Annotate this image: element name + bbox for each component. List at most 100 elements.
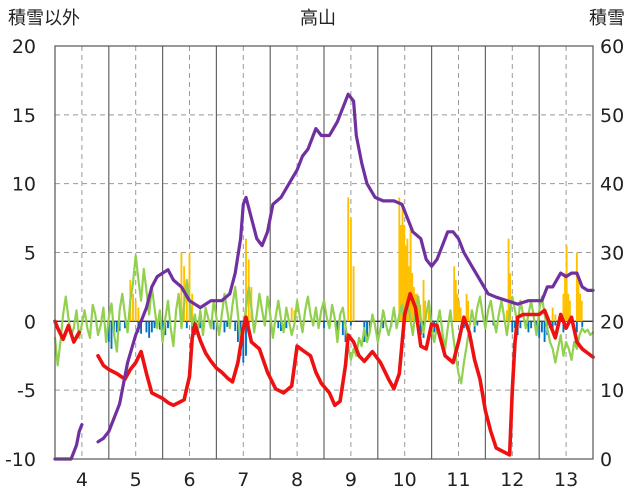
negative-bar	[527, 321, 530, 333]
negative-bar	[167, 321, 169, 329]
precip-bar	[567, 293, 570, 322]
precip-bar	[453, 266, 456, 322]
negative-bar	[107, 321, 110, 342]
right-tick-label: 10	[600, 380, 624, 402]
left-tick-label: 5	[24, 243, 36, 265]
precip-bar	[424, 300, 427, 322]
right-tick-label: 30	[600, 243, 624, 265]
negative-bar	[236, 321, 239, 342]
left-axis-label: 積雪以外	[8, 8, 80, 29]
left-tick-label: 20	[12, 36, 36, 58]
precip-bar	[188, 252, 191, 322]
precip-bar	[347, 197, 350, 322]
negative-bar	[382, 321, 385, 329]
negative-bar	[150, 321, 153, 333]
negative-bar	[476, 321, 479, 326]
negative-bar	[519, 321, 522, 329]
negative-bar	[530, 321, 533, 329]
precip-bar	[352, 266, 355, 322]
negative-bar	[543, 321, 546, 342]
line-layer	[53, 92, 595, 461]
precip-bar	[454, 280, 457, 322]
left-tick-label: -10	[5, 449, 36, 471]
precip-bar	[459, 307, 462, 322]
precip-bar	[551, 307, 554, 322]
precip-bar	[577, 280, 580, 322]
negative-bar	[212, 321, 215, 330]
precip-bar	[137, 307, 140, 322]
negative-bar	[419, 321, 422, 336]
precip-bar	[404, 245, 407, 322]
precip-bar	[580, 300, 583, 322]
negative-bar	[153, 321, 156, 329]
negative-bar	[285, 321, 288, 329]
precip-bar	[505, 310, 508, 322]
right-tick-label: 0	[600, 449, 612, 471]
negative-bar	[349, 321, 352, 326]
negative-bar	[123, 321, 126, 329]
negative-bar	[234, 321, 237, 331]
negative-bar	[336, 321, 339, 333]
plot-frame	[54, 45, 594, 460]
negative-bar	[161, 321, 164, 333]
precip-bar	[349, 218, 352, 322]
left-tick-label: 0	[24, 311, 36, 333]
negative-bar	[433, 321, 436, 333]
precip-bar	[568, 300, 571, 322]
negative-bar	[158, 321, 161, 330]
precip-bar	[134, 300, 137, 322]
precip-bar	[465, 293, 468, 322]
frame-layer	[54, 45, 594, 460]
negative-bar	[581, 321, 584, 327]
precip-bar	[554, 314, 557, 322]
negative-bar	[341, 321, 344, 336]
precip-bar	[417, 300, 420, 322]
right-tick-label: 50	[600, 105, 624, 127]
x-tick-label: 7	[237, 469, 249, 491]
negative-bar	[575, 321, 578, 333]
negative-bar	[115, 321, 118, 333]
negative-bar	[540, 321, 543, 333]
right-tick-label: 20	[600, 311, 624, 333]
negative-bar	[223, 321, 226, 333]
precip-bar	[507, 238, 510, 322]
precip-bar	[456, 293, 459, 322]
right-tick-label: 40	[600, 174, 624, 196]
tick-layer: -10 -5 0 5 10 15 20 0 10 20 30 40 50 60 4 5 6 7 8 9 10 11 12 13	[5, 36, 624, 491]
x-tick-label: 12	[500, 469, 524, 491]
negative-bar	[242, 321, 245, 363]
precip-bar	[422, 280, 425, 322]
x-tick-label: 10	[393, 469, 417, 491]
x-tick-label: 9	[345, 469, 357, 491]
negative-bar	[562, 321, 565, 333]
negative-bar	[514, 321, 516, 329]
negative-bar	[140, 321, 143, 334]
negative-bar	[280, 321, 282, 331]
precip-bar	[562, 293, 565, 322]
left-tick-label: 15	[12, 105, 36, 127]
negative-bar	[538, 321, 541, 338]
precip-bar	[401, 204, 404, 322]
precip-bar	[458, 300, 460, 322]
precip-bar	[406, 238, 409, 322]
precip-bar	[398, 197, 401, 322]
negative-bar	[191, 321, 194, 333]
negative-bar	[473, 321, 476, 333]
negative-bar	[110, 321, 113, 349]
precip-bar	[191, 293, 194, 322]
x-tick-label: 5	[130, 469, 142, 491]
precip-bar	[185, 280, 188, 322]
x-tick-label: 11	[446, 469, 470, 491]
precip-bar	[132, 293, 134, 322]
temperature-line	[96, 292, 595, 457]
chart-title: 高山	[300, 8, 336, 29]
negative-bar	[535, 321, 538, 329]
x-tick-label: 13	[554, 469, 578, 491]
right-axis-label: 積雪	[589, 8, 625, 29]
left-tick-label: 10	[12, 174, 36, 196]
negative-bar	[551, 321, 554, 329]
negative-bar	[145, 321, 148, 333]
